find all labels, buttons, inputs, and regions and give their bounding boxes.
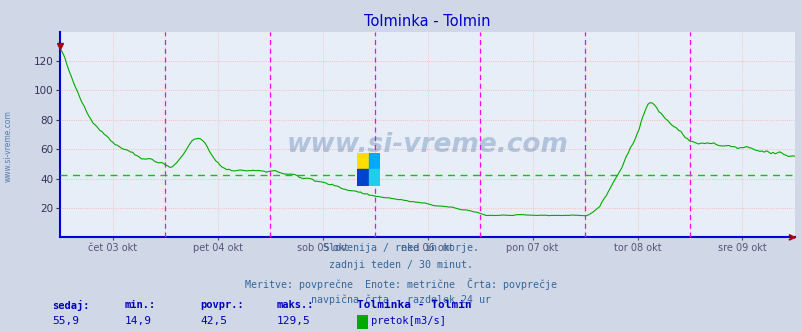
Text: Meritve: povprečne  Enote: metrične  Črta: povprečje: Meritve: povprečne Enote: metrične Črta:…	[245, 278, 557, 290]
Bar	[357, 153, 368, 169]
Text: pretok[m3/s]: pretok[m3/s]	[371, 316, 445, 326]
Text: www.si-vreme.com: www.si-vreme.com	[3, 110, 13, 182]
Text: povpr.:: povpr.:	[200, 300, 244, 310]
Text: 55,9: 55,9	[52, 316, 79, 326]
Text: maks.:: maks.:	[277, 300, 314, 310]
Text: www.si-vreme.com: www.si-vreme.com	[286, 132, 568, 158]
Text: Tolminka - Tolmin: Tolminka - Tolmin	[357, 300, 472, 310]
Text: 42,5: 42,5	[200, 316, 228, 326]
Bar	[368, 169, 379, 186]
Bar	[368, 153, 379, 169]
Text: 129,5: 129,5	[277, 316, 310, 326]
Bar	[357, 169, 368, 186]
Title: Tolminka - Tolmin: Tolminka - Tolmin	[364, 14, 490, 29]
Text: min.:: min.:	[124, 300, 156, 310]
Text: sedaj:: sedaj:	[52, 300, 90, 311]
Text: navpična črta - razdelek 24 ur: navpična črta - razdelek 24 ur	[311, 295, 491, 305]
Text: Slovenija / reke in morje.: Slovenija / reke in morje.	[323, 243, 479, 253]
Text: 14,9: 14,9	[124, 316, 152, 326]
Text: zadnji teden / 30 minut.: zadnji teden / 30 minut.	[329, 260, 473, 270]
